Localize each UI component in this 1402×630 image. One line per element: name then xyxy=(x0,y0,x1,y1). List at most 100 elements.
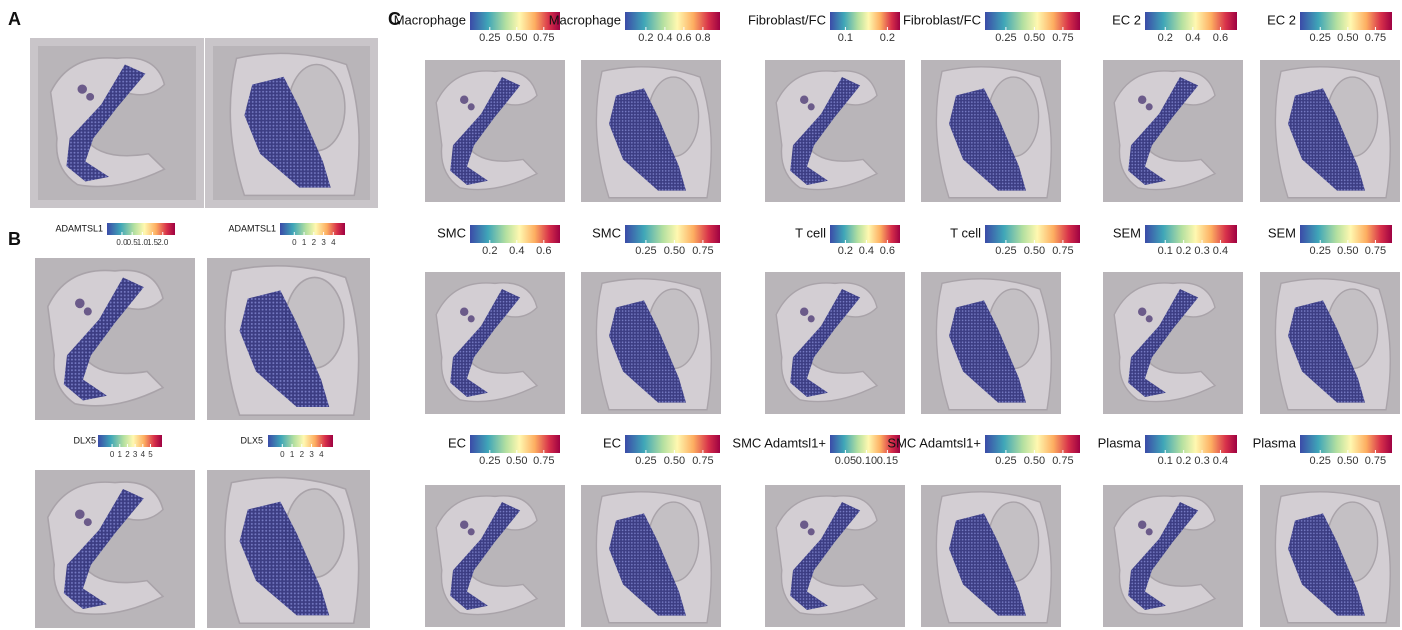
colorbar-tick-label: 3 xyxy=(321,238,326,247)
colorbar-tick-label: 0 xyxy=(280,450,285,459)
colorbar xyxy=(985,12,1080,30)
colorbar xyxy=(470,225,560,243)
plot-label: SMC xyxy=(437,225,466,240)
colorbar xyxy=(985,435,1080,453)
tissue-image xyxy=(581,60,721,202)
colorbar-tick-label: 0.50 xyxy=(506,32,527,44)
tissue-image xyxy=(425,60,565,202)
figure: ABADAMTSL10.00.51.01.52.0ADAMTSL101234DL… xyxy=(0,0,1402,630)
colorbar-tick-label: 0.75 xyxy=(533,32,554,44)
colorbar-tick-label: 0.75 xyxy=(1365,32,1386,44)
colorbar-tick-label: 0.50 xyxy=(1024,455,1045,467)
plot-label: SMC Adamtsl1+ xyxy=(732,435,826,450)
colorbar-tick-label: 0.2 xyxy=(838,245,853,257)
colorbar-tick-label: 0.1 xyxy=(838,32,853,44)
colorbar-tick-label: 0.25 xyxy=(995,455,1016,467)
colorbar-tick-label: 0.1 xyxy=(1158,455,1173,467)
plot-label: SEM xyxy=(1113,225,1141,240)
colorbar-tick-label: 1 xyxy=(302,238,307,247)
plot-label: Macrophage xyxy=(549,12,621,27)
colorbar xyxy=(1300,12,1392,30)
tissue-image xyxy=(921,272,1061,414)
tissue-image xyxy=(1260,485,1400,627)
colorbar-tick-label: 0.1 xyxy=(1158,245,1173,257)
colorbar-tick-label: 0.25 xyxy=(1310,245,1331,257)
tissue-image xyxy=(581,485,721,627)
colorbar-tick-label: 0.25 xyxy=(479,455,500,467)
colorbar xyxy=(268,435,333,447)
plot-label: T cell xyxy=(795,225,826,240)
plot-label: SMC xyxy=(592,225,621,240)
plot-label: DLX5 xyxy=(240,435,263,445)
colorbar-tick-label: 0.4 xyxy=(657,32,672,44)
plot-label: Macrophage xyxy=(394,12,466,27)
tissue-image xyxy=(35,470,195,628)
colorbar-tick-label: 0 xyxy=(110,450,115,459)
tissue-image xyxy=(1103,485,1243,627)
colorbar-tick-label: 0.6 xyxy=(536,245,551,257)
colorbar-tick-label: 0.25 xyxy=(1310,455,1331,467)
plot-label: EC xyxy=(448,435,466,450)
colorbar-tick-label: 0.75 xyxy=(1052,245,1073,257)
colorbar-tick-label: 0.8 xyxy=(695,32,710,44)
colorbar-tick-label: 0.75 xyxy=(692,455,713,467)
colorbar-tick-label: 3 xyxy=(309,450,314,459)
colorbar-tick-label: 0.2 xyxy=(1176,455,1191,467)
colorbar-tick-label: 5 xyxy=(148,450,153,459)
colorbar xyxy=(1145,12,1237,30)
colorbar-tick-label: 0.6 xyxy=(676,32,691,44)
colorbar-tick-label: 0.50 xyxy=(1337,32,1358,44)
tissue-image xyxy=(765,485,905,627)
colorbar xyxy=(470,12,560,30)
colorbar-tick-label: 0.25 xyxy=(995,32,1016,44)
colorbar-tick-label: 4 xyxy=(319,450,324,459)
colorbar-tick-label: 0.2 xyxy=(880,32,895,44)
tissue-image xyxy=(425,272,565,414)
plot-label: EC xyxy=(603,435,621,450)
panel-label: B xyxy=(8,229,21,249)
colorbar-tick-label: 0.6 xyxy=(880,245,895,257)
colorbar-tick-label: 4 xyxy=(331,238,336,247)
colorbar-tick-label: 1 xyxy=(118,450,123,459)
plot-label: Fibroblast/FC xyxy=(903,12,981,27)
plot-label: DLX5 xyxy=(73,435,96,445)
colorbar xyxy=(625,225,720,243)
tissue-image xyxy=(921,485,1061,627)
tissue-image xyxy=(1260,272,1400,414)
tissue-image xyxy=(765,272,905,414)
colorbar-tick-label: 0.3 xyxy=(1194,455,1209,467)
plot-label: Fibroblast/FC xyxy=(748,12,826,27)
colorbar-tick-label: 0.75 xyxy=(1365,455,1386,467)
colorbar xyxy=(1300,435,1392,453)
colorbar xyxy=(1300,225,1392,243)
colorbar-tick-label: 0.05 xyxy=(835,455,856,467)
tissue-image xyxy=(38,46,196,200)
tissue-image xyxy=(765,60,905,202)
colorbar xyxy=(280,223,345,235)
colorbar-tick-label: 3 xyxy=(133,450,138,459)
tissue-image xyxy=(1103,60,1243,202)
colorbar-tick-label: 0.25 xyxy=(479,32,500,44)
colorbar-tick-label: 0.50 xyxy=(664,455,685,467)
colorbar xyxy=(1145,225,1237,243)
plot-label: EC 2 xyxy=(1112,12,1141,27)
colorbar-tick-label: 4 xyxy=(141,450,146,459)
colorbar-tick-label: 0.75 xyxy=(1052,455,1073,467)
colorbar-tick-label: 0.75 xyxy=(1052,32,1073,44)
colorbar xyxy=(830,225,900,243)
plot-label: ADAMTSL1 xyxy=(55,223,103,233)
colorbar-tick-label: 0.75 xyxy=(533,455,554,467)
colorbar-tick-label: 0.2 xyxy=(1176,245,1191,257)
colorbar-tick-label: 0 xyxy=(292,238,297,247)
tissue-image xyxy=(425,485,565,627)
colorbar xyxy=(830,12,900,30)
tissue-image xyxy=(921,60,1061,202)
colorbar-tick-label: 2.0 xyxy=(157,238,169,247)
colorbar-tick-label: 2 xyxy=(125,450,130,459)
plot-label: SEM xyxy=(1268,225,1296,240)
tissue-image xyxy=(581,272,721,414)
colorbar-tick-label: 0.50 xyxy=(1337,455,1358,467)
colorbar-tick-label: 0.50 xyxy=(1024,32,1045,44)
colorbar-tick-label: 0.4 xyxy=(859,245,874,257)
colorbar-tick-label: 0.2 xyxy=(482,245,497,257)
